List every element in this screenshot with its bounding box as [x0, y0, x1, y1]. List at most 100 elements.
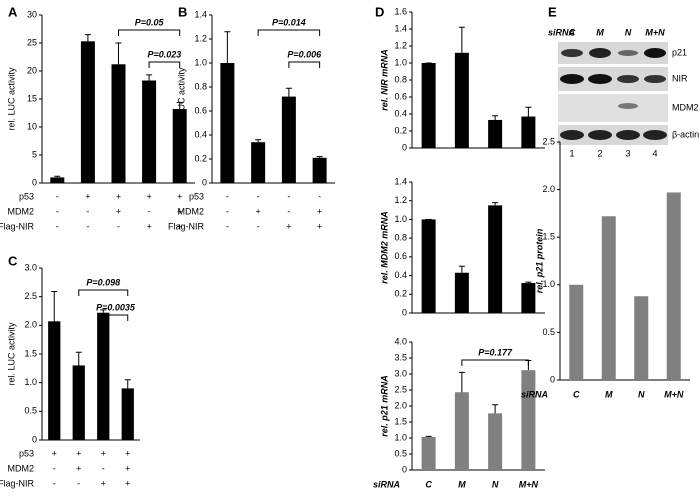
p-value: P=0.05 — [135, 17, 165, 27]
bar — [488, 205, 503, 313]
y-tick-label: 0.8 — [394, 74, 407, 84]
error-bar — [316, 156, 323, 158]
condition-value: - — [226, 191, 229, 201]
y-tick-label: 1.4 — [394, 23, 407, 33]
condition-value: - — [102, 463, 105, 473]
condition-value: + — [76, 448, 81, 458]
bar — [634, 296, 649, 380]
y-tick-label: 0.8 — [194, 81, 207, 91]
condition-value: + — [177, 206, 182, 216]
lane-label: M+N — [645, 27, 665, 37]
y-tick-label: 1.0 — [394, 214, 407, 224]
y-axis-label: rel. LUC activity — [6, 67, 16, 131]
condition-value: + — [177, 191, 182, 201]
condition-value: + — [146, 221, 151, 231]
x-tick-label: M+N — [664, 389, 684, 399]
bar — [111, 64, 126, 183]
error-bar — [492, 404, 499, 414]
y-tick-label: 1.0 — [542, 279, 555, 289]
panel-label: C — [8, 253, 18, 268]
y-tick-label: 1.4 — [394, 176, 407, 186]
error-bar — [425, 435, 432, 438]
bar — [454, 272, 469, 313]
lane-number: 1 — [569, 148, 574, 158]
y-tick-label: 1.2 — [394, 195, 407, 205]
error-bar — [458, 26, 465, 53]
error-bar — [146, 74, 153, 81]
bar — [521, 370, 536, 470]
y-axis-label: rel. p21 mRNA — [379, 375, 389, 437]
bar — [251, 142, 266, 183]
condition-value: - — [148, 206, 151, 216]
panel-label: A — [8, 4, 18, 19]
y-tick-label: 2.5 — [394, 384, 407, 394]
x-tick-label: C — [425, 479, 432, 489]
condition-value: + — [125, 463, 130, 473]
condition-name: p53 — [19, 191, 34, 201]
y-tick-label: 2.0 — [24, 320, 37, 330]
condition-value: - — [86, 206, 89, 216]
y-tick-label: 2.5 — [542, 136, 555, 146]
panel-label: B — [178, 4, 187, 19]
bar — [421, 219, 436, 313]
lane-number: 2 — [597, 148, 602, 158]
condition-value: - — [117, 221, 120, 231]
y-axis-label: rel. LUC activity — [6, 322, 16, 386]
error-bar — [255, 139, 262, 143]
y-tick-label: 0 — [402, 464, 407, 474]
condition-value: - — [318, 191, 321, 201]
significance-bracket — [78, 289, 129, 296]
error-bar — [285, 87, 292, 97]
y-tick-label: 0 — [32, 177, 37, 187]
p-value: P=0.006 — [287, 49, 322, 59]
y-tick-label: 0.5 — [542, 327, 555, 337]
y-tick-label: 0.2 — [394, 289, 407, 299]
condition-value: - — [226, 206, 229, 216]
y-tick-label: 0 — [402, 142, 407, 152]
lane-label: C — [569, 27, 576, 37]
bar — [521, 283, 536, 313]
condition-value: + — [317, 206, 322, 216]
bar — [421, 437, 436, 470]
error-bar — [75, 351, 82, 366]
significance-bracket — [257, 29, 321, 36]
p-value: P=0.0035 — [96, 302, 136, 312]
lane-number: 4 — [652, 148, 657, 158]
y-tick-label: 0 — [402, 307, 407, 317]
condition-value: - — [53, 463, 56, 473]
y-tick-label: 20 — [27, 65, 37, 75]
y-tick-label: 0.6 — [394, 91, 407, 101]
error-bar — [492, 115, 499, 120]
condition-value: + — [125, 478, 130, 488]
bar — [488, 413, 503, 470]
error-bar — [525, 106, 532, 117]
condition-value: - — [56, 191, 59, 201]
y-tick-label: 3.5 — [394, 352, 407, 362]
p-value: P=0.177 — [478, 347, 513, 357]
condition-value: + — [317, 221, 322, 231]
error-bar — [84, 34, 91, 42]
blot-image — [558, 42, 668, 145]
bar — [454, 52, 469, 148]
y-tick-label: 0.6 — [194, 105, 207, 115]
condition-name: p53 — [19, 448, 34, 458]
y-tick-label: 1.0 — [394, 57, 407, 67]
y-tick-label: 25 — [27, 37, 37, 47]
band-label: NIR — [672, 73, 688, 83]
y-tick-label: 0.5 — [24, 406, 37, 416]
y-tick-label: 0.2 — [394, 125, 407, 135]
condition-name: MDM2 — [8, 463, 35, 473]
band-label: p21 — [672, 47, 687, 57]
condition-name: Flag-NIR — [168, 221, 205, 231]
error-bar — [525, 281, 532, 284]
error-bar — [458, 371, 465, 393]
bar — [521, 116, 536, 148]
y-tick-label: 5 — [32, 149, 37, 159]
y-tick-label: 2.0 — [542, 184, 555, 194]
lane-label: M — [596, 27, 604, 37]
lane-number: 3 — [625, 148, 630, 158]
error-bar — [124, 379, 131, 389]
blot-header: siRNA — [548, 27, 575, 37]
panel-label: E — [548, 4, 557, 19]
